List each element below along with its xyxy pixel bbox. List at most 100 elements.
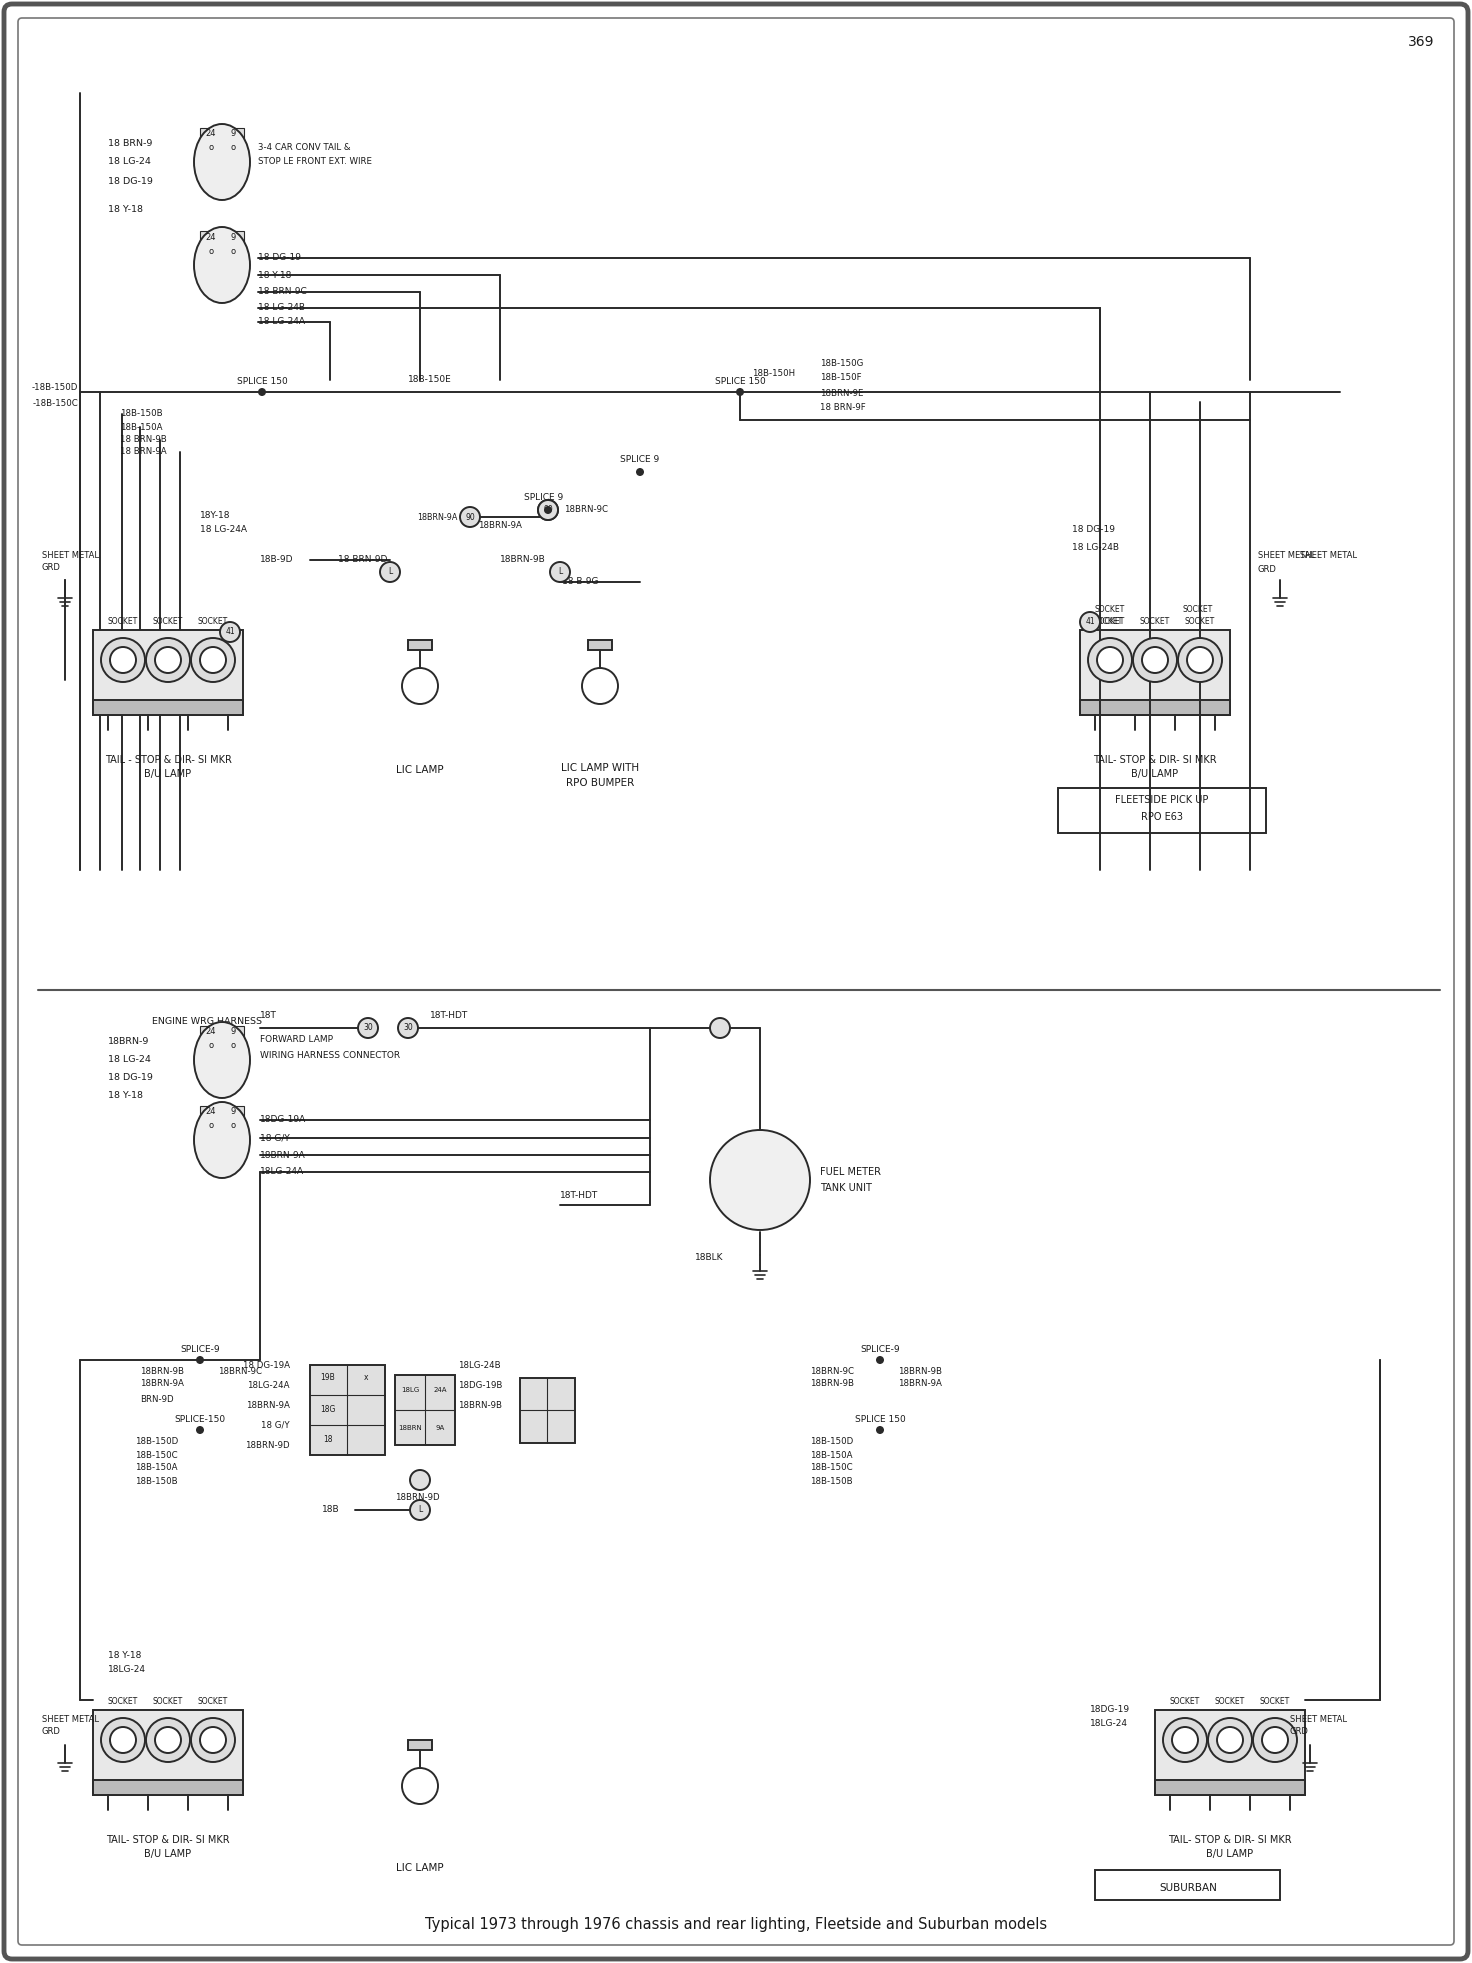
Text: SOCKET: SOCKET <box>1170 1698 1200 1706</box>
Ellipse shape <box>194 1101 250 1178</box>
Text: 41: 41 <box>225 628 236 636</box>
Text: SOCKET: SOCKET <box>197 618 228 626</box>
Circle shape <box>545 506 552 514</box>
Bar <box>1156 1780 1306 1794</box>
Text: SOCKET: SOCKET <box>1214 1698 1245 1706</box>
Text: 19B: 19B <box>321 1374 336 1382</box>
Text: 18 DG-19: 18 DG-19 <box>107 177 153 185</box>
Circle shape <box>1253 1718 1297 1763</box>
Text: 24: 24 <box>206 1027 216 1036</box>
Circle shape <box>1262 1727 1288 1753</box>
Text: 41: 41 <box>1085 618 1095 626</box>
Circle shape <box>1097 648 1123 673</box>
Text: SHEET METAL: SHEET METAL <box>1300 550 1357 559</box>
Text: 18B: 18B <box>322 1506 340 1515</box>
Text: 18 DG-19: 18 DG-19 <box>1072 526 1114 534</box>
Text: 18 BRN-9C: 18 BRN-9C <box>258 287 306 296</box>
Bar <box>520 1378 576 1443</box>
FancyBboxPatch shape <box>4 4 1468 1959</box>
Text: SPLICE-150: SPLICE-150 <box>175 1415 225 1425</box>
Circle shape <box>102 1718 146 1763</box>
Text: SOCKET: SOCKET <box>197 1698 228 1706</box>
Text: SOCKET: SOCKET <box>1139 618 1170 626</box>
Text: 18B-150D: 18B-150D <box>810 1437 854 1447</box>
Text: 9: 9 <box>231 1027 236 1036</box>
Text: 18BRN-9A: 18BRN-9A <box>140 1380 184 1388</box>
Text: 18B-150D: 18B-150D <box>135 1437 178 1447</box>
Text: 18DG-19: 18DG-19 <box>1089 1706 1130 1714</box>
Bar <box>1080 701 1231 715</box>
Circle shape <box>146 638 190 681</box>
Text: 18B-150B: 18B-150B <box>135 1476 178 1486</box>
Circle shape <box>411 1470 430 1490</box>
Text: L: L <box>558 567 562 577</box>
Circle shape <box>397 1019 418 1038</box>
Text: 18BRN-9D: 18BRN-9D <box>246 1441 290 1449</box>
Text: SOCKET: SOCKET <box>1183 605 1213 614</box>
Bar <box>1156 1710 1306 1794</box>
Text: TAIL - STOP & DIR- SI MKR: TAIL - STOP & DIR- SI MKR <box>105 756 231 766</box>
Text: 18BRN-9: 18BRN-9 <box>107 1038 149 1046</box>
Text: LIC LAMP: LIC LAMP <box>396 1863 445 1873</box>
Bar <box>200 128 244 163</box>
Circle shape <box>537 501 558 520</box>
Text: FUEL METER: FUEL METER <box>820 1166 882 1178</box>
Text: FORWARD LAMP: FORWARD LAMP <box>261 1036 333 1044</box>
Circle shape <box>196 1356 205 1364</box>
Text: SUBURBAN: SUBURBAN <box>1158 1883 1217 1892</box>
Circle shape <box>1163 1718 1207 1763</box>
Text: 18BRN-9B: 18BRN-9B <box>500 556 546 565</box>
Text: 24: 24 <box>206 130 216 139</box>
Circle shape <box>258 389 266 397</box>
Text: o: o <box>231 247 236 255</box>
Text: SPLICE 9: SPLICE 9 <box>620 455 659 465</box>
Bar <box>93 1780 243 1794</box>
Text: 18 LG-24: 18 LG-24 <box>107 157 150 167</box>
Text: o: o <box>209 1042 213 1050</box>
Circle shape <box>219 622 240 642</box>
Text: 18B-150H: 18B-150H <box>752 369 795 379</box>
Text: SPLICE 150: SPLICE 150 <box>855 1415 905 1425</box>
Circle shape <box>1172 1727 1198 1753</box>
Text: B/U LAMP: B/U LAMP <box>144 1849 191 1859</box>
Text: 18B-150E: 18B-150E <box>408 375 452 385</box>
Text: 18BRN-9C: 18BRN-9C <box>810 1368 854 1376</box>
Text: 18B-150B: 18B-150B <box>810 1476 852 1486</box>
Circle shape <box>110 648 135 673</box>
Text: 18LG-24A: 18LG-24A <box>247 1380 290 1390</box>
Text: 18B-150A: 18B-150A <box>810 1451 852 1460</box>
Circle shape <box>402 1769 439 1804</box>
Text: o: o <box>231 143 236 153</box>
Text: GRD: GRD <box>43 563 60 573</box>
Text: GRD: GRD <box>1259 565 1276 575</box>
Text: TAIL- STOP & DIR- SI MKR: TAIL- STOP & DIR- SI MKR <box>106 1835 230 1845</box>
Circle shape <box>1080 612 1100 632</box>
Text: -18B-150D: -18B-150D <box>31 383 78 391</box>
Text: TAIL- STOP & DIR- SI MKR: TAIL- STOP & DIR- SI MKR <box>1169 1835 1292 1845</box>
Text: 18BRN-9B: 18BRN-9B <box>898 1368 942 1376</box>
Ellipse shape <box>194 124 250 200</box>
Text: SOCKET: SOCKET <box>107 618 138 626</box>
Bar <box>200 1105 244 1141</box>
Text: 3-4 CAR CONV TAIL &: 3-4 CAR CONV TAIL & <box>258 143 350 151</box>
Text: 18G: 18G <box>321 1406 336 1415</box>
Text: o: o <box>231 1121 236 1131</box>
Text: 30: 30 <box>403 1023 412 1033</box>
Text: 18BRN-9B: 18BRN-9B <box>458 1400 502 1409</box>
Text: SOCKET: SOCKET <box>107 1698 138 1706</box>
Text: 18: 18 <box>324 1435 333 1445</box>
Text: ENGINE WRG HARNESS: ENGINE WRG HARNESS <box>152 1017 262 1027</box>
Text: 18 BRN-9A: 18 BRN-9A <box>121 448 166 457</box>
Text: 18T-HDT: 18T-HDT <box>430 1011 468 1021</box>
Text: TANK UNIT: TANK UNIT <box>820 1184 871 1194</box>
Text: 18 Y-18: 18 Y-18 <box>107 1091 143 1099</box>
Text: 18DG-19B: 18DG-19B <box>458 1380 502 1390</box>
Circle shape <box>1178 638 1222 681</box>
Bar <box>587 640 612 650</box>
Circle shape <box>196 1425 205 1435</box>
Text: GRD: GRD <box>1289 1727 1309 1737</box>
Text: 369: 369 <box>1409 35 1435 49</box>
Text: B/U LAMP: B/U LAMP <box>1207 1849 1254 1859</box>
Circle shape <box>1133 638 1178 681</box>
Text: Typical 1973 through 1976 chassis and rear lighting, Fleetside and Suburban mode: Typical 1973 through 1976 chassis and re… <box>425 1918 1047 1932</box>
